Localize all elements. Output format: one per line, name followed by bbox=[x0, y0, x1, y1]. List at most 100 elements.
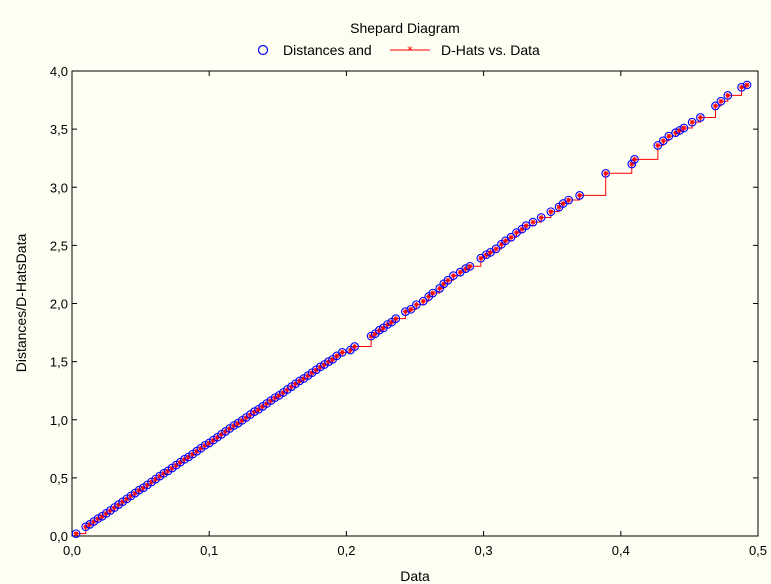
dhat-point bbox=[556, 204, 562, 210]
dhat-point bbox=[293, 381, 299, 387]
y-tick-label: 3,0 bbox=[50, 180, 68, 195]
dhat-point bbox=[87, 521, 93, 527]
distance-point bbox=[71, 529, 81, 539]
dhat-point bbox=[450, 273, 456, 279]
dhat-point bbox=[660, 138, 666, 144]
dhat-point bbox=[389, 319, 395, 325]
dhat-point bbox=[514, 230, 520, 236]
dhat-point bbox=[169, 465, 175, 471]
dhat-point bbox=[173, 462, 179, 468]
dhat-point bbox=[301, 375, 307, 381]
distance-point bbox=[653, 141, 663, 150]
y-tick-label: 1,5 bbox=[50, 355, 68, 370]
dhat-point bbox=[689, 119, 695, 125]
legend-dhats-label: D-Hats vs. Data bbox=[441, 42, 540, 58]
dhat-point bbox=[284, 387, 290, 393]
dhat-point bbox=[227, 425, 233, 431]
dhat-point bbox=[441, 281, 447, 287]
dhat-point bbox=[478, 255, 484, 261]
dhat-point bbox=[219, 431, 225, 437]
dhat-point bbox=[445, 277, 451, 283]
dhat-point bbox=[112, 505, 118, 511]
x-tick-label: 0,2 bbox=[337, 543, 355, 558]
dhat-point bbox=[95, 516, 101, 522]
dhat-point bbox=[697, 115, 703, 120]
dhat-point bbox=[276, 392, 282, 398]
dhat-point bbox=[426, 294, 432, 300]
dhat-point bbox=[393, 316, 399, 322]
dhat-point bbox=[103, 510, 109, 516]
distance-point bbox=[723, 91, 733, 100]
distance-point bbox=[536, 213, 546, 222]
distance-point bbox=[737, 82, 746, 92]
dhat-point bbox=[508, 234, 514, 240]
dhat-point bbox=[317, 364, 323, 370]
dhat-point bbox=[223, 428, 229, 434]
dhat-point bbox=[260, 403, 266, 409]
dhat-point bbox=[530, 219, 536, 225]
dhat-point bbox=[321, 362, 327, 368]
dhat-point bbox=[629, 161, 635, 167]
dhat-point bbox=[523, 223, 529, 229]
legend-dhats-marker: * bbox=[407, 44, 413, 57]
distance-point bbox=[601, 168, 611, 178]
dhat-point bbox=[157, 473, 163, 479]
dhat-point bbox=[437, 285, 443, 291]
distance-point bbox=[350, 342, 359, 351]
distance-point bbox=[711, 101, 720, 111]
y-tick-label: 0,0 bbox=[50, 529, 68, 544]
dhat-point bbox=[739, 84, 745, 90]
dhat-point bbox=[413, 302, 419, 308]
dhat-point bbox=[140, 485, 146, 491]
dhat-point bbox=[467, 263, 473, 269]
distance-point bbox=[546, 207, 556, 217]
dhat-point bbox=[190, 451, 196, 457]
x-axis-ticks: 0,0 0,1 0,2 0,3 0,4 0,5 bbox=[63, 71, 767, 558]
dhat-point bbox=[548, 209, 554, 215]
dhat-point bbox=[577, 192, 583, 198]
distance-point bbox=[443, 275, 453, 285]
dhat-point bbox=[297, 378, 303, 384]
legend: Distances and * D-Hats vs. Data bbox=[257, 42, 540, 58]
dhat-point bbox=[161, 470, 167, 476]
y-tick-label: 0,5 bbox=[50, 471, 68, 486]
chart-title: Shepard Diagram bbox=[350, 20, 460, 36]
dhat-point bbox=[334, 353, 340, 359]
legend-distances-marker bbox=[257, 44, 269, 56]
distance-point bbox=[449, 271, 458, 280]
dhat-point bbox=[483, 252, 489, 258]
dhat-point bbox=[289, 384, 295, 390]
dhat-point bbox=[376, 327, 382, 333]
dhat-point bbox=[330, 356, 336, 362]
dhat-point bbox=[666, 133, 672, 139]
dhat-point bbox=[305, 373, 311, 379]
dhat-point bbox=[202, 442, 208, 448]
dhat-point bbox=[368, 333, 374, 339]
dhat-point bbox=[235, 420, 241, 426]
dhat-point bbox=[718, 98, 724, 104]
dhat-point bbox=[165, 468, 171, 474]
distance-point bbox=[337, 347, 347, 357]
distance-point bbox=[679, 123, 689, 133]
dhat-point bbox=[744, 82, 750, 88]
dhat-point bbox=[210, 437, 216, 443]
dhat-point bbox=[149, 479, 155, 485]
dhat-point bbox=[430, 290, 436, 296]
dhat-point bbox=[560, 201, 566, 207]
dhat-point bbox=[73, 531, 79, 537]
dhat-point bbox=[243, 414, 249, 420]
distance-point bbox=[687, 117, 697, 127]
dhat-point bbox=[247, 412, 253, 418]
distance-point bbox=[742, 80, 752, 90]
y-tick-label: 2,0 bbox=[50, 297, 68, 312]
distance-point bbox=[658, 136, 668, 146]
y-tick-label: 4,0 bbox=[50, 64, 68, 79]
dhat-point bbox=[681, 125, 687, 131]
dhat-point bbox=[206, 440, 212, 446]
dhat-point bbox=[116, 502, 122, 508]
dhat-point bbox=[326, 359, 332, 365]
legend-distances-label: Distances and bbox=[283, 42, 372, 58]
dhat-point bbox=[463, 266, 469, 272]
distance-point bbox=[491, 244, 501, 254]
distance-point bbox=[716, 96, 726, 106]
